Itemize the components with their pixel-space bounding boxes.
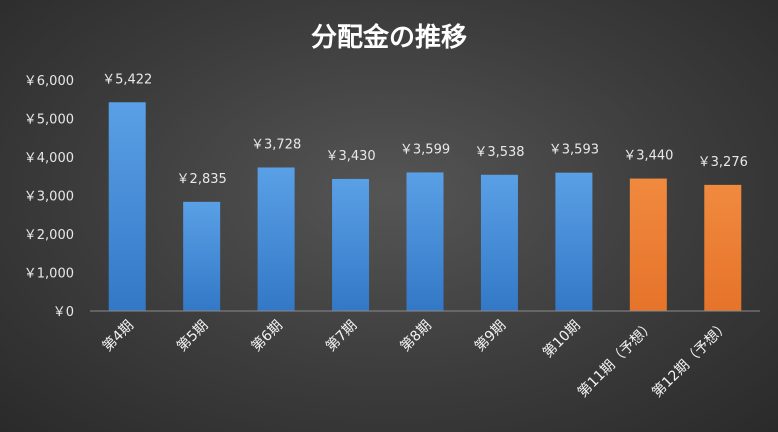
y-tick-label: ￥1,000 [24, 267, 74, 282]
y-tick-label: ￥4,000 [24, 151, 74, 166]
y-tick-label: ￥5,000 [24, 113, 74, 128]
x-tick-label: 第10期 [539, 317, 583, 361]
data-label: ￥3,276 [698, 155, 748, 170]
data-label: ￥3,430 [325, 149, 375, 164]
x-tick-label: 第11期（予想） [574, 317, 658, 401]
data-label: ￥3,440 [623, 149, 673, 164]
x-tick-label: 第4期 [99, 317, 137, 355]
y-axis: ￥0 ￥1,000 ￥2,000 ￥3,000 ￥4,000 ￥5,000 ￥6,000 [24, 74, 74, 320]
bar [108, 102, 146, 312]
chart-title: 分配金の推移 [311, 22, 467, 53]
x-tick-label: 第8期 [397, 317, 435, 355]
bar-forecast [629, 178, 667, 311]
bar [555, 172, 593, 311]
data-label: ￥2,835 [177, 172, 227, 187]
bar [183, 201, 221, 311]
data-label: ￥3,538 [474, 145, 524, 160]
data-label: ￥5,422 [102, 72, 152, 87]
bar [406, 172, 444, 311]
y-tick-label: ￥2,000 [24, 228, 74, 243]
bar [257, 167, 295, 311]
y-tick-label: ￥0 [53, 305, 74, 320]
bar-forecast [704, 184, 742, 311]
bar [332, 178, 370, 311]
x-tick-label: 第12期（予想） [649, 317, 733, 401]
bar [480, 174, 518, 311]
data-labels: ￥5,422 ￥2,835 ￥3,728 ￥3,430 ￥3,599 ￥3,538 ￥3,5… [102, 72, 748, 187]
data-label: ￥3,593 [549, 143, 599, 158]
y-tick-label: ￥3,000 [24, 190, 74, 205]
x-tick-label: 第9期 [471, 317, 509, 355]
y-tick-label: ￥6,000 [24, 74, 74, 89]
bars [108, 102, 742, 312]
data-label: ￥3,728 [251, 137, 301, 152]
x-tick-label: 第7期 [322, 317, 360, 355]
data-label: ￥3,599 [400, 142, 450, 157]
x-tick-label: 第6期 [248, 317, 286, 355]
x-tick-label: 第5期 [173, 317, 211, 355]
